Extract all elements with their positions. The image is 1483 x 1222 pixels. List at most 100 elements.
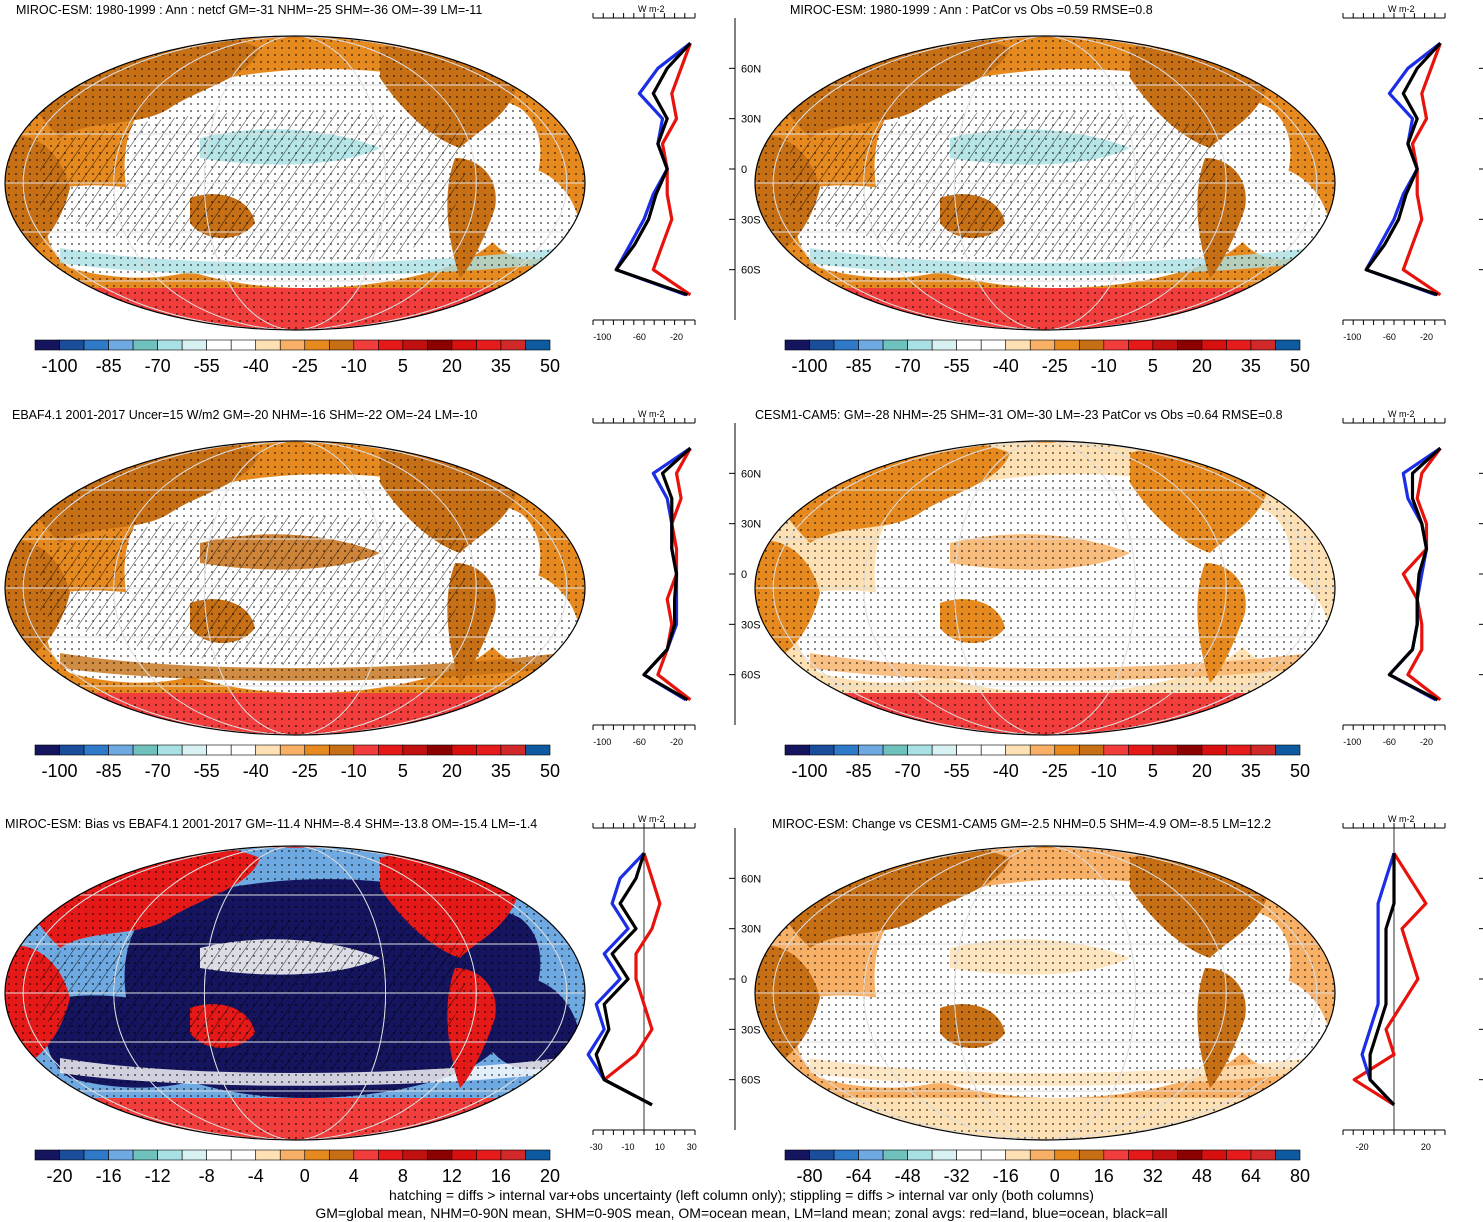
graticule <box>5 441 585 735</box>
zonal-x-tick-label: -60 <box>1383 332 1396 342</box>
colorbar-segment <box>809 1149 835 1161</box>
colorbar-segment <box>328 1149 355 1161</box>
colorbar-segment <box>1177 1149 1203 1161</box>
arctic-band <box>755 441 1335 443</box>
colorbar-tick-label: 50 <box>1290 761 1310 781</box>
lat-tick-label: 30S <box>741 619 761 631</box>
colorbar-tick-label: -85 <box>96 761 122 781</box>
colorbar-segment <box>402 1149 428 1161</box>
colorbar-tick-label: 16 <box>1094 1166 1114 1186</box>
colorbar-segment <box>328 339 355 351</box>
colorbar-tick-label: 20 <box>442 761 462 781</box>
colorbar-segment <box>525 744 551 756</box>
colorbar-segment <box>476 744 502 756</box>
colorbar-segment <box>1250 339 1276 351</box>
colorbar-tick-label: 0 <box>1050 1166 1060 1186</box>
colorbar-tick-label: -85 <box>96 356 122 376</box>
colorbar-segment <box>882 1149 908 1161</box>
colorbar-tick-label: -25 <box>292 356 318 376</box>
colorbar: -100 -85 -70 -55 -40 -25 -10 5 20 35 50 <box>784 339 1310 376</box>
colorbar-segment <box>1005 1149 1031 1161</box>
colorbar-segment <box>279 339 306 351</box>
lat-tick-label: 60S <box>741 670 761 682</box>
colorbar-tick-label: -70 <box>145 356 171 376</box>
map-outline <box>754 440 1336 736</box>
lat-tick-label: 30N <box>741 924 761 936</box>
colorbar-segment <box>1226 1149 1252 1161</box>
map <box>754 35 1336 331</box>
colorbar-tick-label: -55 <box>194 356 220 376</box>
colorbar-tick-label: 32 <box>1143 1166 1163 1186</box>
colorbar-segment <box>34 744 60 756</box>
panel-title: MIROC-ESM: 1980-1999 : Ann : PatCor vs O… <box>790 3 1153 17</box>
colorbar-tick-label: -25 <box>1042 761 1068 781</box>
map <box>4 845 586 1141</box>
colorbar-tick-label: -100 <box>42 761 78 781</box>
colorbar-segment <box>1103 339 1129 351</box>
panel-cesm: CESM1-CAM5: GM=-28 NHM=-25 SHM=-31 OM=-3… <box>750 405 1483 805</box>
colorbar-segment <box>1029 339 1056 351</box>
zonal-x-tick-label: -100 <box>1343 737 1361 747</box>
zonal-series-all <box>594 852 653 1107</box>
colorbar-segment <box>476 1149 502 1161</box>
colorbar-segment <box>206 744 232 756</box>
colorbar-tick-label: 16 <box>491 1166 511 1186</box>
colorbar-segment <box>279 744 306 756</box>
colorbar-tick-label: -10 <box>341 761 367 781</box>
colorbar-segment <box>378 339 404 351</box>
colorbar-segment <box>784 339 810 351</box>
colorbar-segment <box>181 744 207 756</box>
colorbar-segment <box>525 1149 551 1161</box>
colorbar-segment <box>1275 1149 1301 1161</box>
colorbar-tick-label: -70 <box>895 761 921 781</box>
colorbar-tick-label: -10 <box>341 356 367 376</box>
colorbar-segment <box>907 1149 933 1161</box>
colorbar-segment <box>59 1149 85 1161</box>
colorbar-segment <box>1128 744 1154 756</box>
colorbar-tick-label: 50 <box>540 356 560 376</box>
lat-tick-label: 60N <box>741 873 761 885</box>
zonal-x-tick-label: -20 <box>670 332 683 342</box>
colorbar-segment <box>427 1149 453 1161</box>
colorbar-segment <box>1078 1149 1105 1161</box>
colorbar-tick-label: -55 <box>194 761 220 781</box>
colorbar-segment <box>1201 339 1227 351</box>
arctic-band <box>755 36 1335 38</box>
lat-tick-label: 0 <box>741 974 747 986</box>
colorbar-tick-label: 5 <box>398 761 408 781</box>
colorbar-tick-label: -40 <box>243 761 269 781</box>
colorbar-segment <box>230 1149 257 1161</box>
colorbar-segment <box>1201 1149 1227 1161</box>
colorbar-segment <box>1250 744 1276 756</box>
colorbar-segment <box>353 1149 379 1161</box>
graticule <box>5 36 585 330</box>
colorbar-tick-label: -8 <box>199 1166 215 1186</box>
colorbar-tick-label: 48 <box>1192 1166 1212 1186</box>
colorbar-segment <box>500 339 526 351</box>
colorbar-segment <box>132 744 158 756</box>
colorbar-segment <box>402 744 428 756</box>
colorbar-segment <box>1275 744 1301 756</box>
colorbar: -100 -85 -70 -55 -40 -25 -10 5 20 35 50 <box>34 339 560 376</box>
colorbar-segment <box>980 1149 1007 1161</box>
zonal-x-tick-label: -60 <box>633 737 646 747</box>
colorbar-segment <box>809 339 835 351</box>
hatching <box>40 515 467 666</box>
zonal-x-tick-label: -100 <box>593 332 611 342</box>
colorbar-segment <box>931 744 957 756</box>
lat-tick-label: 60N <box>741 63 761 75</box>
zonal-x-tick-label: 10 <box>655 1142 665 1152</box>
colorbar-segment <box>1005 744 1031 756</box>
colorbar-segment <box>427 744 453 756</box>
arctic-band <box>5 36 585 38</box>
panel-change: MIROC-ESM: Change vs CESM1-CAM5 GM=-2.5 … <box>750 810 1483 1186</box>
colorbar: -20 -16 -12 -8 -4 0 4 8 12 16 20 <box>34 1149 560 1186</box>
colorbar-segment <box>304 1149 330 1161</box>
colorbar-segment <box>402 339 428 351</box>
zonal-x-tick-label: -100 <box>1343 332 1361 342</box>
colorbar-segment <box>132 339 158 351</box>
